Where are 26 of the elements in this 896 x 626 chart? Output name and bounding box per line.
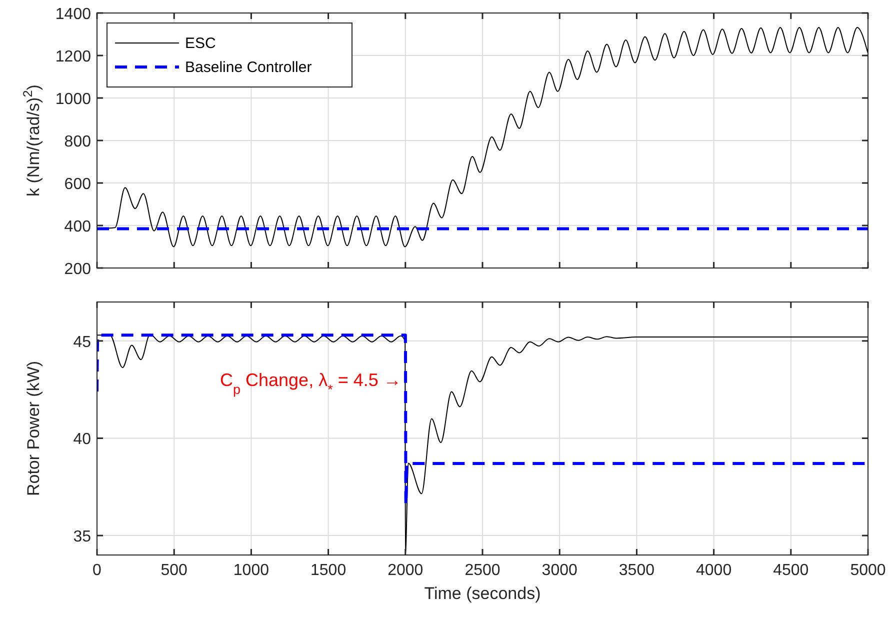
x-tick-label: 500 — [160, 562, 188, 579]
x-tick-label: 1500 — [310, 562, 346, 579]
x-tick-label: 3500 — [618, 562, 655, 579]
x-tick-label: 4500 — [773, 562, 809, 579]
legend-label: ESC — [185, 35, 216, 52]
y-tick-label: 1000 — [55, 91, 92, 108]
y-tick-label: 600 — [64, 176, 92, 193]
y-tick-label: 800 — [64, 134, 92, 150]
x-tick-label: 3000 — [542, 562, 578, 579]
legend-label: Baseline Controller — [185, 59, 312, 76]
y-tick-label: 35 — [73, 528, 92, 546]
x-tick-label: 2000 — [388, 562, 424, 579]
x-tick-label: 5000 — [850, 562, 886, 579]
y-tick-label: 400 — [64, 218, 92, 236]
y-tick-label: 200 — [64, 261, 92, 278]
y-tick-label: 45 — [73, 334, 92, 351]
x-tick-label: 1000 — [233, 562, 270, 579]
y-axis-title: Rotor Power (kW) — [24, 360, 43, 496]
y-tick-label: 40 — [73, 431, 92, 448]
x-axis-title: Time (seconds) — [424, 584, 541, 603]
y-tick-label: 1200 — [55, 48, 92, 66]
x-tick-label: 0 — [92, 562, 102, 579]
annotation: C$_{p}$ Change, λ$_{*}$ = 4.5 → — [220, 370, 402, 396]
x-tick-label: 2500 — [464, 562, 500, 579]
y-tick-label: 1400 — [55, 6, 92, 23]
x-tick-label: 4000 — [696, 562, 732, 579]
